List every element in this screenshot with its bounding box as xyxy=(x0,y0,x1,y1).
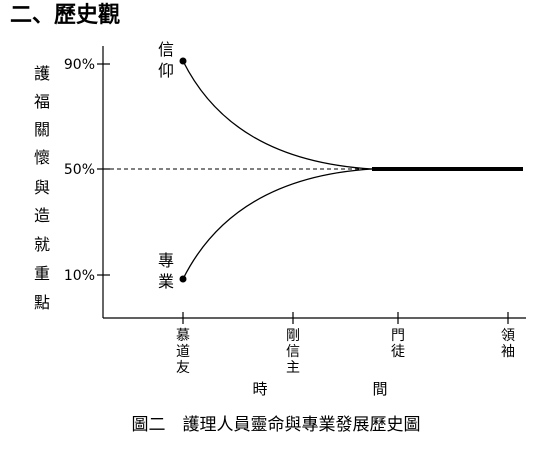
faith-label: 信 仰 xyxy=(158,40,174,80)
x-tick-label-char: 門 xyxy=(391,328,405,344)
x-tick-label-char: 徒 xyxy=(391,344,405,360)
x-tick-label-char: 友 xyxy=(176,360,190,376)
x-tick-label-new-believer: 剛 信 主 xyxy=(286,328,300,376)
x-tick-label-seeker: 慕 道 友 xyxy=(176,328,190,376)
x-tick-label-char: 道 xyxy=(176,344,190,360)
y-tick-label-50: 50% xyxy=(64,162,95,178)
y-axis-label-char: 就 xyxy=(34,235,50,254)
x-tick-label-char: 主 xyxy=(286,360,300,376)
y-axis-label-char: 關 xyxy=(34,120,50,139)
x-axis-label: 時 間 xyxy=(252,380,387,398)
profession-start-point xyxy=(179,275,187,283)
y-axis-label-char: 與 xyxy=(34,178,50,197)
x-tick-label-char: 信 xyxy=(286,344,300,360)
y-axis-label-char: 福 xyxy=(34,92,50,111)
section-title: 二、歷史觀 xyxy=(10,3,120,28)
x-axis-label-char: 間 xyxy=(372,380,387,398)
figure-caption: 圖二 護理人員靈命與專業發展歷史圖 xyxy=(132,415,421,435)
profession-label-char: 專 xyxy=(158,251,174,270)
y-axis-label-char: 懷 xyxy=(34,148,50,167)
x-tick-label-char: 慕 xyxy=(176,328,190,344)
faith-curve xyxy=(182,60,373,170)
x-tick-label-char: 剛 xyxy=(286,328,300,344)
y-tick-label-90: 90% xyxy=(64,57,95,73)
faith-label-char: 信 xyxy=(158,40,174,59)
faith-label-char: 仰 xyxy=(158,61,174,80)
faith-start-point xyxy=(179,57,187,65)
profession-curve xyxy=(182,168,373,280)
x-tick-label-char: 領 xyxy=(501,327,515,344)
y-axis-label: 護 福 關 懷 與 造 就 重 點 xyxy=(34,64,50,312)
profession-label: 專 業 xyxy=(158,251,174,291)
x-tick-label-disciple: 門 徒 xyxy=(391,328,405,360)
y-tick-label-10: 10% xyxy=(64,268,95,284)
y-axis-label-char: 造 xyxy=(34,206,50,225)
y-axis-label-char: 重 xyxy=(34,264,50,283)
x-tick-label-leader: 領 袖 xyxy=(501,327,515,360)
y-axis-label-char: 護 xyxy=(34,64,50,83)
profession-label-char: 業 xyxy=(158,272,174,291)
y-axis-label-char: 點 xyxy=(34,293,50,312)
x-tick-label-char: 袖 xyxy=(501,344,515,360)
x-axis-label-char: 時 xyxy=(252,380,267,398)
